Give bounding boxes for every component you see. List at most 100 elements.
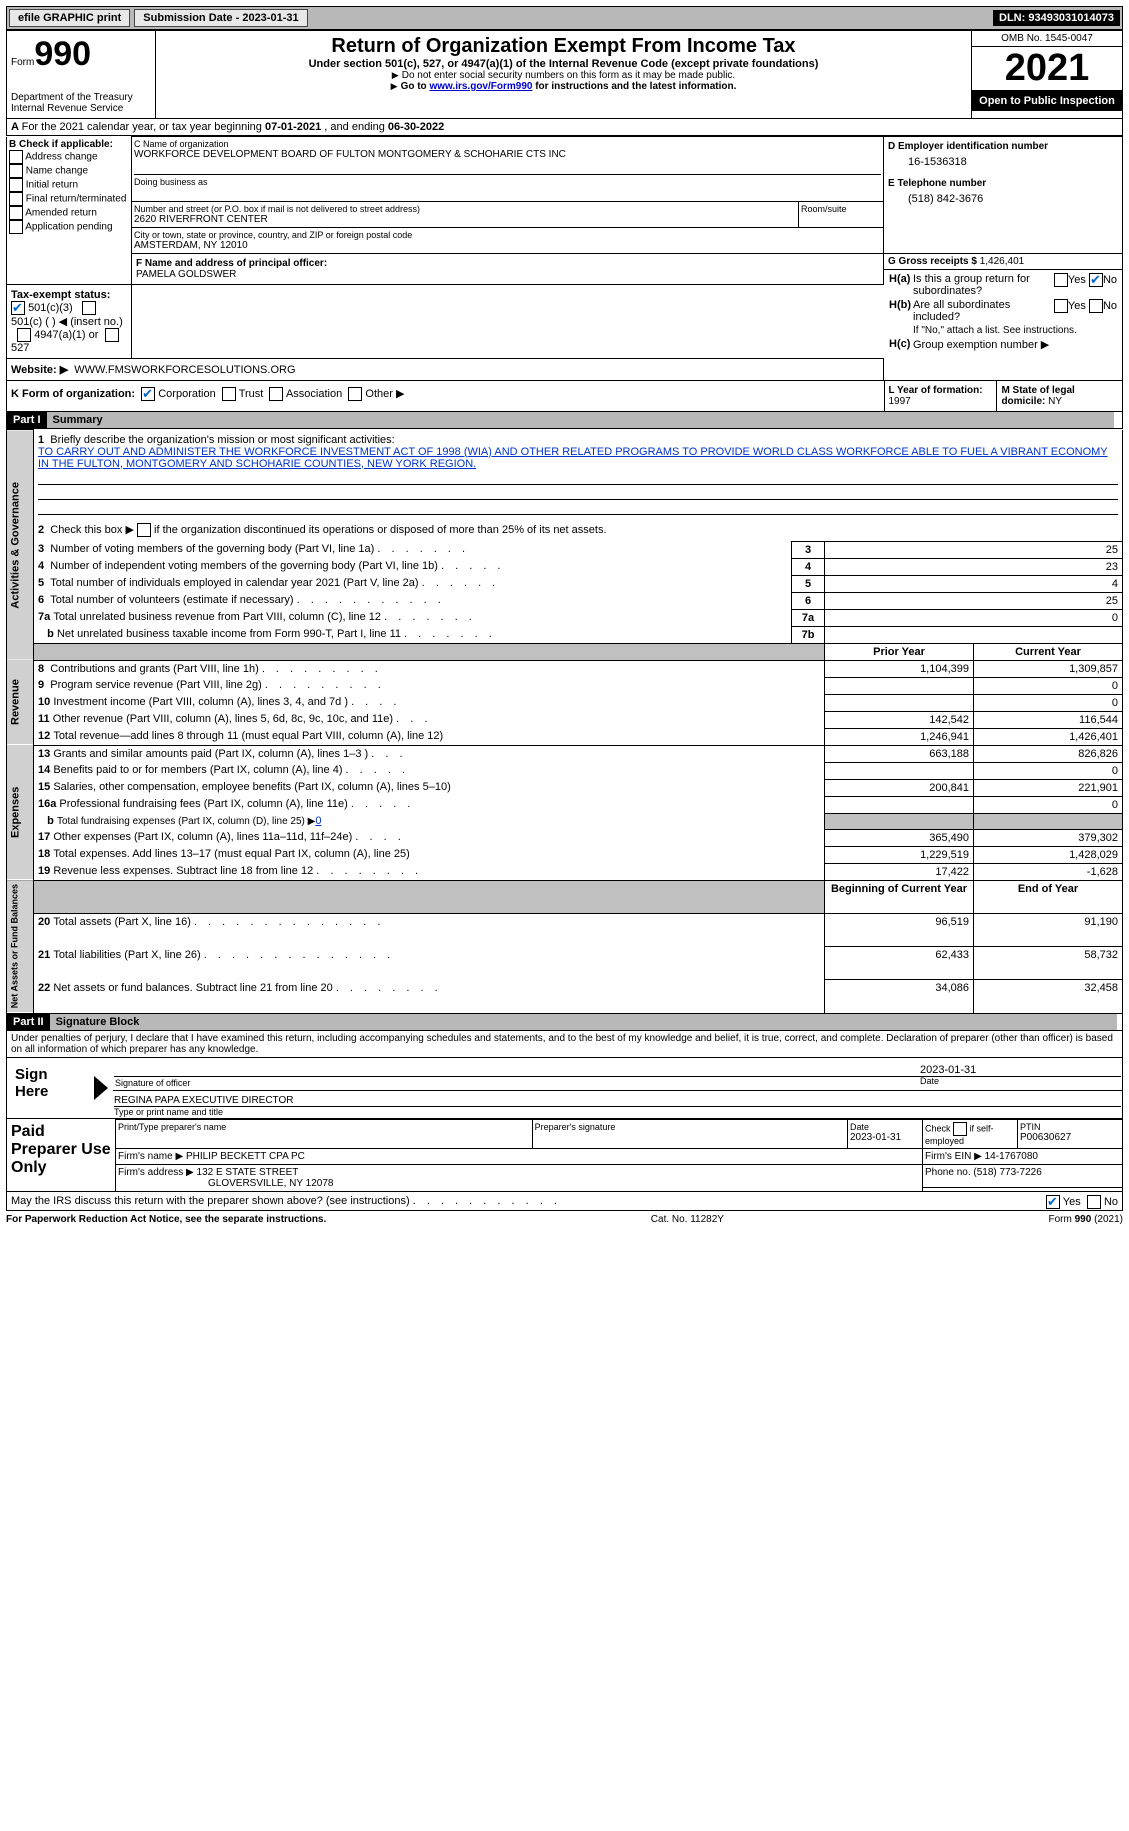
firm-name: PHILIP BECKETT CPA PC <box>186 1151 305 1162</box>
phone-value: (518) 842-3676 <box>888 189 1118 205</box>
b5: 5 <box>792 575 825 592</box>
a-mid: , and ending <box>321 121 388 133</box>
hb-text: Are all subordinates included? <box>912 298 1053 324</box>
chk-501c[interactable] <box>82 301 96 315</box>
side-governance: Activities & Governance <box>7 430 34 661</box>
en14: 14 <box>38 764 50 776</box>
chk-final[interactable] <box>9 192 23 206</box>
part-ii-title: Signature Block <box>50 1014 1117 1030</box>
goto-post: for instructions and the latest informat… <box>532 81 736 92</box>
efile-print-button[interactable]: efile GRAPHIC print <box>9 9 130 27</box>
chk-assoc[interactable] <box>269 387 283 401</box>
chk-501c3[interactable] <box>11 301 25 315</box>
form-subtitle: Under section 501(c), 527, or 4947(a)(1)… <box>160 58 967 70</box>
v6: 25 <box>825 592 1123 609</box>
firm-addr2: GLOVERSVILLE, NY 12078 <box>208 1178 333 1189</box>
ep15: 200,841 <box>825 779 974 796</box>
e-label: E Telephone number <box>888 178 986 189</box>
k-2: Association <box>286 388 342 400</box>
n6: 6 <box>38 594 44 606</box>
l2-text: Check this box ▶ if the organization dis… <box>50 524 606 536</box>
et14: Benefits paid to or for members (Part IX… <box>53 764 342 776</box>
np20: 96,519 <box>825 913 974 946</box>
nc22: 32,458 <box>974 980 1123 1013</box>
top-toolbar: efile GRAPHIC print Submission Date - 20… <box>6 6 1123 30</box>
section-k: K Form of organization: Corporation Trus… <box>7 381 884 412</box>
ep16b <box>825 813 974 829</box>
rn8: 8 <box>38 663 44 675</box>
t7a: Total unrelated business revenue from Pa… <box>53 611 381 623</box>
rp10 <box>825 694 974 711</box>
en17: 17 <box>38 831 50 843</box>
f-label: F Name and address of principal officer: <box>136 258 327 269</box>
chk-self-employed[interactable] <box>953 1122 967 1136</box>
chk-hb-yes[interactable] <box>1054 299 1068 313</box>
firm-phone-label: Phone no. <box>925 1167 973 1178</box>
chk-4947[interactable] <box>17 328 31 342</box>
hb-label: H(b) <box>889 299 911 311</box>
ein-value: 16-1536318 <box>888 152 1118 178</box>
col-current: Current Year <box>974 643 1123 660</box>
chk-corp[interactable] <box>141 387 155 401</box>
ssn-note: Do not enter social security numbers on … <box>160 70 967 81</box>
irs-link[interactable]: www.irs.gov/Form990 <box>429 81 532 92</box>
rt11: Other revenue (Part VIII, column (A), li… <box>53 713 393 725</box>
tax-year: 2021 <box>972 47 1122 91</box>
chk-discontinued[interactable] <box>137 523 151 537</box>
rp8: 1,104,399 <box>825 660 974 677</box>
officer-name: PAMELA GOLDSWER <box>136 269 236 280</box>
t4: Number of independent voting members of … <box>50 560 438 572</box>
org-name: WORKFORCE DEVELOPMENT BOARD OF FULTON MO… <box>134 149 881 160</box>
firm-name-label: Firm's name ▶ <box>118 1151 183 1162</box>
rc11: 116,544 <box>974 711 1123 728</box>
dln-label: DLN: <box>999 12 1028 24</box>
en16b: b <box>47 815 54 827</box>
chk-amended[interactable] <box>9 206 23 220</box>
hc-label: H(c) <box>889 338 910 350</box>
rn10: 10 <box>38 696 50 708</box>
et19: Revenue less expenses. Subtract line 18 … <box>53 865 313 877</box>
prep-date-label: Date <box>850 1122 869 1132</box>
chk-discuss-no[interactable] <box>1087 1195 1101 1209</box>
t6: Total number of volunteers (estimate if … <box>50 594 293 606</box>
chk-address[interactable] <box>9 150 23 164</box>
ep14 <box>825 762 974 779</box>
discuss-row: May the IRS discuss this return with the… <box>6 1192 1123 1211</box>
dln-value: 93493031014073 <box>1028 12 1114 24</box>
room-label: Room/suite <box>799 202 884 227</box>
chk-527[interactable] <box>105 328 119 342</box>
b4: 4 <box>792 558 825 575</box>
chk-other[interactable] <box>348 387 362 401</box>
chk-name[interactable] <box>9 164 23 178</box>
rt9: Program service revenue (Part VIII, line… <box>50 679 262 691</box>
rc8: 1,309,857 <box>974 660 1123 677</box>
yes-2: Yes <box>1068 300 1086 312</box>
t7b: Net unrelated business taxable income fr… <box>57 628 401 640</box>
rc9: 0 <box>974 677 1123 694</box>
form-number: 990 <box>34 35 91 73</box>
ptin-label: PTIN <box>1020 1122 1041 1132</box>
chk-ha-no[interactable] <box>1089 273 1103 287</box>
ec19: -1,628 <box>974 863 1123 880</box>
ep18: 1,229,519 <box>825 846 974 863</box>
v4: 23 <box>825 558 1123 575</box>
part-ii-header: Part IISignature Block <box>6 1014 1123 1031</box>
chk-discuss-yes[interactable] <box>1046 1195 1060 1209</box>
row-6: 6 Total number of volunteers (estimate i… <box>7 592 1123 609</box>
section-h: H(a)Is this a group return for subordina… <box>884 270 1123 359</box>
i-label: Tax-exempt status: <box>11 289 110 301</box>
v7a: 0 <box>825 609 1123 626</box>
section-d-e: D Employer identification number 16-1536… <box>884 137 1123 254</box>
chk-ha-yes[interactable] <box>1054 273 1068 287</box>
ep19: 17,422 <box>825 863 974 880</box>
i-2: 4947(a)(1) or <box>34 329 98 341</box>
chk-pending[interactable] <box>9 220 23 234</box>
chk-trust[interactable] <box>222 387 236 401</box>
j-label: Website: ▶ <box>11 364 68 376</box>
nt20: Total assets (Part X, line 16) <box>53 916 191 928</box>
en15: 15 <box>38 781 50 793</box>
city-label: City or town, state or province, country… <box>134 230 881 240</box>
chk-hb-no[interactable] <box>1089 299 1103 313</box>
state-domicile: NY <box>1048 396 1062 407</box>
chk-initial[interactable] <box>9 178 23 192</box>
